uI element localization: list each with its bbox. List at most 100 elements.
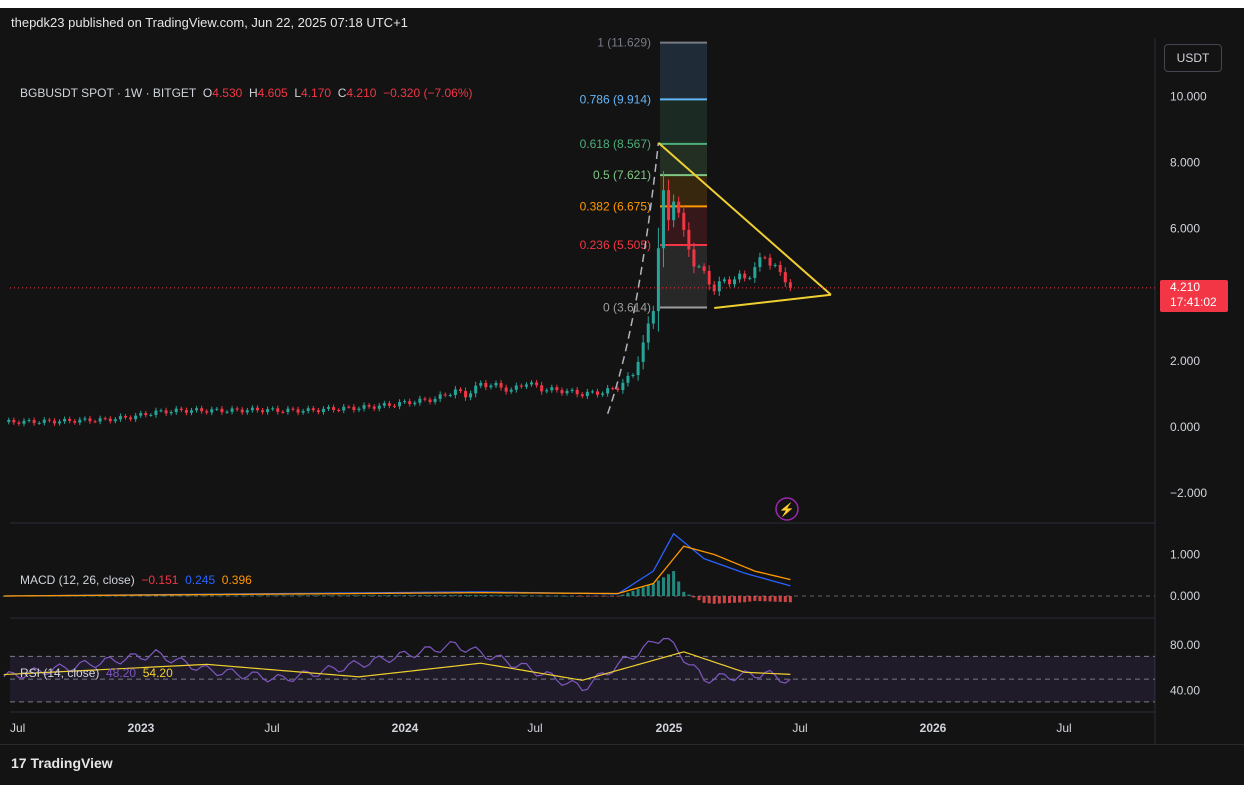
macd-histogram-bar [509, 595, 513, 596]
candle-body [367, 405, 371, 407]
candle-body [321, 408, 325, 413]
macd-histogram-bar [210, 595, 214, 597]
candle-body [387, 403, 391, 406]
candle-body [540, 385, 544, 392]
candle-body [494, 382, 498, 386]
macd-signal-line [3, 545, 791, 597]
macd-histogram-bar [646, 585, 650, 596]
candle-body [580, 394, 584, 397]
candle-body [311, 408, 315, 411]
candle-body [479, 382, 483, 386]
candle-body [448, 395, 452, 397]
macd-histogram-bar [276, 595, 280, 597]
candle-body [362, 405, 366, 409]
candle-body [261, 410, 265, 413]
candle-body [189, 410, 193, 413]
macd-histogram-bar [514, 595, 518, 596]
fibonacci-retracement[interactable]: 1 (11.629) 0.786 (9.914) 0.618 (8.567) 0.5 … [580, 38, 707, 315]
candle-body [164, 410, 168, 414]
macd-histogram-bar [768, 596, 772, 602]
candle-body [398, 402, 402, 407]
currency-button[interactable]: USDT [1164, 44, 1222, 72]
tradingview-logo[interactable]: 17 TradingView [11, 755, 113, 771]
candle-body [438, 394, 442, 399]
chart-area[interactable]: 1 (11.629) 0.786 (9.914) 0.618 (8.567) 0.5 … [0, 38, 1244, 744]
candle-body [504, 387, 508, 392]
macd-histogram-bar [108, 595, 112, 597]
macd-histogram-bar [433, 595, 437, 596]
candle-body [17, 422, 21, 424]
macd-histogram-bar [413, 595, 417, 596]
price-tick-label: 6.000 [1170, 222, 1200, 236]
macd-histogram-bar [590, 596, 594, 597]
price-tick-label: −2.000 [1170, 486, 1207, 500]
candle-body [12, 419, 16, 423]
macd-label[interactable]: MACD (12, 26, close) [20, 573, 135, 587]
candle-body [144, 413, 148, 416]
rsi-label[interactable]: RSI (14, close) [20, 666, 100, 680]
fib-level-label: 0.5 (7.621) [593, 168, 651, 182]
candle-body [32, 420, 36, 424]
macd-histogram-bar [103, 595, 107, 597]
macd-histogram-bar [458, 595, 462, 596]
symbol-label[interactable]: BGBUSDT SPOT · 1W · BITGET [20, 86, 197, 100]
macd-histogram-bar [83, 595, 87, 597]
candle-body [281, 411, 285, 413]
macd-histogram-bar [230, 595, 234, 597]
macd-histogram-bar [753, 596, 757, 601]
candle-body [611, 388, 615, 390]
candle-body [738, 273, 742, 280]
macd-histogram-bar [545, 595, 549, 597]
candle-body [778, 264, 782, 273]
time-tick-label: Jul [264, 721, 279, 735]
candle-body [230, 408, 234, 412]
candle-body [83, 418, 87, 420]
macd-histogram-bar [408, 595, 412, 596]
macd-histogram-bar [98, 595, 102, 597]
lightning-icon[interactable] [775, 497, 799, 521]
candle-body [692, 249, 696, 267]
fib-level-label: 0.236 (5.505) [580, 238, 651, 252]
rsi-value: 48.20 [106, 666, 137, 680]
candle-body [337, 410, 341, 412]
macd-histogram-bar [494, 595, 498, 596]
candle-body [235, 408, 239, 410]
candle-body [677, 201, 681, 213]
macd-histogram-bar [743, 596, 747, 603]
macd-histogram-bar [727, 596, 731, 604]
macd-histogram-bar [215, 595, 219, 597]
candle-body [641, 342, 645, 362]
time-tick-label: Jul [10, 721, 25, 735]
macd-histogram-bar [687, 594, 691, 596]
candle-body [139, 413, 143, 416]
macd-histogram-bar [306, 595, 310, 596]
candle-body [159, 410, 163, 412]
candle-body [47, 419, 51, 421]
candle-body [52, 420, 56, 424]
rsi-tick-label: 40.00 [1170, 684, 1200, 698]
macd-histogram-bar [342, 595, 346, 596]
triangle-pattern[interactable] [657, 142, 832, 310]
open-label: O [202, 86, 213, 100]
triangle-line [657, 142, 832, 296]
macd-histogram-bar [2, 596, 6, 597]
macd-histogram-bar [327, 595, 331, 596]
candle-body [68, 418, 72, 422]
macd-histogram-bar [738, 596, 742, 603]
macd-histogram-bar [707, 596, 711, 604]
close-value: 4.210 [346, 86, 377, 100]
macd-histogram-bar [200, 595, 204, 597]
macd-histogram-bar [570, 596, 574, 597]
price-chart-svg[interactable]: 1 (11.629) 0.786 (9.914) 0.618 (8.567) 0.5 … [0, 38, 1244, 744]
candle-body [276, 408, 280, 412]
macd-histogram-bar [692, 596, 696, 598]
candle-body [347, 406, 351, 408]
macd-tick-label: 0.000 [1170, 589, 1200, 603]
macd-pane [2, 532, 792, 604]
candle-body [58, 421, 62, 424]
candles [7, 171, 792, 427]
candle-body [535, 382, 539, 386]
macd-histogram-bar [195, 595, 199, 597]
candle-body [413, 402, 417, 405]
rsi-tick-label: 80.00 [1170, 638, 1200, 652]
